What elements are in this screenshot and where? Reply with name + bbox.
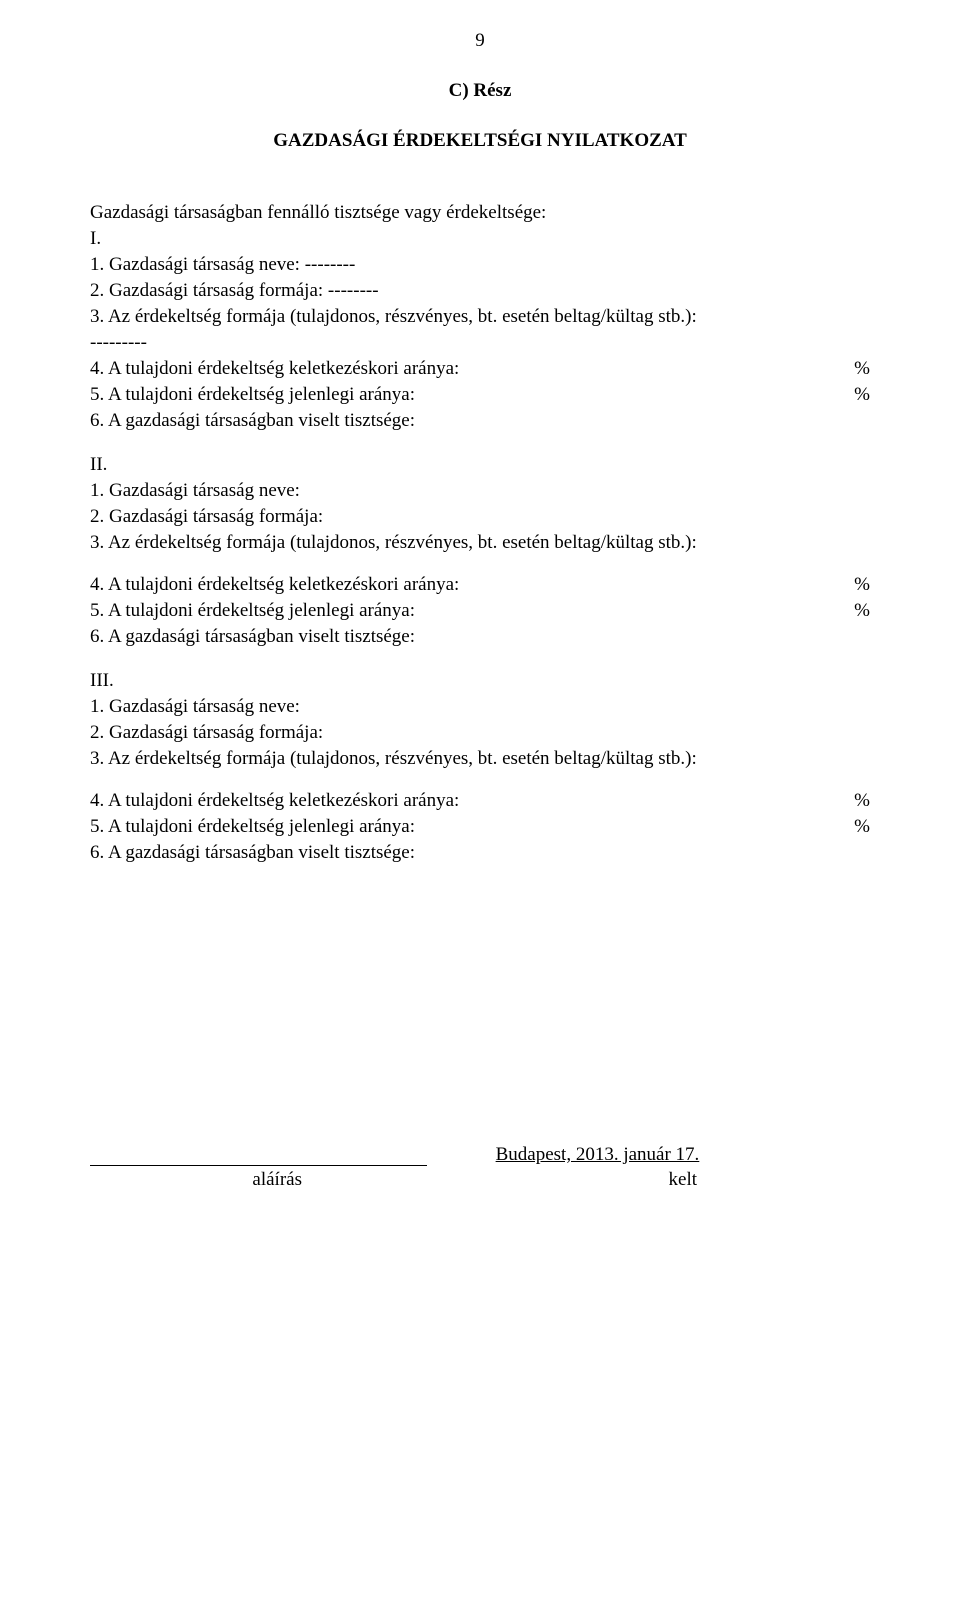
roman-I: I. [90,228,870,250]
percent-symbol: % [854,574,870,596]
sec-I-line4: 4. A tulajdoni érdekeltség keletkezéskor… [90,358,870,380]
sec-III-line1: 1. Gazdasági társaság neve: [90,696,870,718]
sec-I-line4-label: 4. A tulajdoni érdekeltség keletkezéskor… [90,358,459,380]
sec-I-line1: 1. Gazdasági társaság neve: -------- [90,254,870,276]
sec-II-line3: 3. Az érdekeltség formája (tulajdonos, r… [90,532,870,554]
percent-symbol: % [854,358,870,380]
sec-I-line3: 3. Az érdekeltség formája (tulajdonos, r… [90,306,870,328]
sec-I-line5-label: 5. A tulajdoni érdekeltség jelenlegi ará… [90,384,415,406]
sec-III-line4: 4. A tulajdoni érdekeltség keletkezéskor… [90,790,870,812]
document-title: GAZDASÁGI ÉRDEKELTSÉGI NYILATKOZAT [90,130,870,152]
sec-III-line6: 6. A gazdasági társaságban viselt tiszts… [90,842,870,864]
sec-I-line5: 5. A tulajdoni érdekeltség jelenlegi ará… [90,384,870,406]
sec-II-line4-label: 4. A tulajdoni érdekeltség keletkezéskor… [90,574,459,596]
percent-symbol: % [854,384,870,406]
signature-left: aláírás [90,1165,464,1191]
signature-date: Budapest, 2013. január 17. [496,1144,870,1166]
signature-block: aláírás Budapest, 2013. január 17. kelt [90,1144,870,1191]
signature-label-left: aláírás [90,1169,464,1191]
sec-I-line6: 6. A gazdasági társaságban viselt tiszts… [90,410,870,432]
percent-symbol: % [854,600,870,622]
sec-III-line5-label: 5. A tulajdoni érdekeltség jelenlegi ará… [90,816,415,838]
signature-right: Budapest, 2013. január 17. kelt [496,1144,870,1191]
sec-II-line4: 4. A tulajdoni érdekeltség keletkezéskor… [90,574,870,596]
signature-label-right: kelt [496,1169,870,1191]
sec-III-line5: 5. A tulajdoni érdekeltség jelenlegi ará… [90,816,870,838]
sec-II-line5: 5. A tulajdoni érdekeltség jelenlegi ará… [90,600,870,622]
sec-III-line2: 2. Gazdasági társaság formája: [90,722,870,744]
document-page: 9 C) Rész GAZDASÁGI ÉRDEKELTSÉGI NYILATK… [0,0,960,1231]
sec-II-line5-label: 5. A tulajdoni érdekeltség jelenlegi ará… [90,600,415,622]
sec-I-line2: 2. Gazdasági társaság formája: -------- [90,280,870,302]
sec-III-line3: 3. Az érdekeltség formája (tulajdonos, r… [90,748,870,770]
page-number: 9 [90,30,870,52]
sec-I-line3b: --------- [90,332,870,354]
roman-II: II. [90,454,870,476]
percent-symbol: % [854,816,870,838]
signature-line [90,1165,427,1166]
intro-text: Gazdasági társaságban fennálló tisztsége… [90,202,870,224]
sec-III-line4-label: 4. A tulajdoni érdekeltség keletkezéskor… [90,790,459,812]
sec-II-line1: 1. Gazdasági társaság neve: [90,480,870,502]
roman-III: III. [90,670,870,692]
section-header: C) Rész [90,80,870,102]
sec-II-line6: 6. A gazdasági társaságban viselt tiszts… [90,626,870,648]
percent-symbol: % [854,790,870,812]
sec-II-line2: 2. Gazdasági társaság formája: [90,506,870,528]
